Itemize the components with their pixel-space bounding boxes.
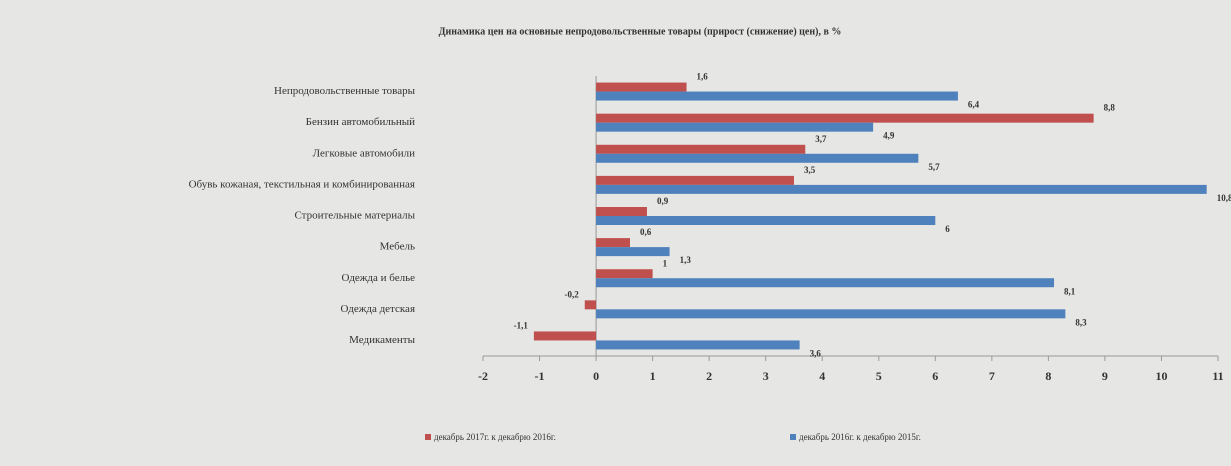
- value-label: 1: [663, 258, 668, 268]
- x-tick-label: 5: [876, 369, 882, 383]
- bar: [596, 122, 874, 132]
- x-tick-label: 9: [1102, 369, 1108, 383]
- category-label: Обувь кожаная, текстильная и комбинирова…: [189, 178, 415, 190]
- value-label: 1,6: [697, 72, 709, 82]
- value-label: 3,6: [810, 349, 822, 359]
- bar: [596, 144, 806, 154]
- value-label: 8,8: [1104, 103, 1116, 113]
- legend-swatch: [790, 434, 796, 440]
- category-label: Мебель: [380, 241, 415, 253]
- category-label: Строительные материалы: [294, 210, 415, 222]
- bar: [596, 340, 800, 350]
- value-label: 0,9: [657, 196, 669, 206]
- bar: [596, 153, 919, 163]
- bar: [596, 175, 794, 185]
- value-label: 6,4: [968, 100, 980, 110]
- bar: [596, 113, 1094, 123]
- bar: [596, 216, 936, 225]
- category-label: Непродовольственные товары: [274, 85, 416, 97]
- category-label: Одежда детская: [340, 303, 415, 315]
- category-label: Одежда и белье: [342, 272, 416, 284]
- value-label: -0,2: [565, 289, 580, 299]
- x-tick-label: -2: [478, 369, 488, 383]
- bar: [596, 238, 630, 248]
- legend-label: декабрь 2017г. к декабрю 2016г.: [434, 432, 556, 442]
- x-tick-label: 3: [763, 369, 769, 383]
- category-label: Медикаменты: [349, 334, 415, 346]
- x-tick-label: 11: [1212, 369, 1223, 383]
- bar: [596, 91, 958, 101]
- value-label: 0,6: [640, 227, 652, 237]
- x-tick-label: 0: [593, 369, 599, 383]
- x-tick-label: -1: [535, 369, 545, 383]
- value-label: 6: [945, 224, 950, 234]
- value-label: -1,1: [514, 321, 529, 331]
- value-label: 8,1: [1064, 286, 1076, 296]
- x-tick-label: 6: [932, 369, 938, 383]
- bar: [596, 247, 670, 257]
- bar: [596, 309, 1066, 319]
- value-label: 5,7: [928, 162, 940, 172]
- category-label: Бензин автомобильный: [306, 116, 415, 128]
- bar: [596, 184, 1207, 194]
- x-tick-label: 4: [819, 369, 825, 383]
- value-label: 10,8: [1217, 193, 1231, 203]
- x-tick-label: 1: [650, 369, 656, 383]
- x-tick-label: 8: [1045, 369, 1051, 383]
- legend-label: декабрь 2016г. к декабрю 2015г.: [799, 432, 921, 442]
- bar: [596, 82, 687, 92]
- value-label: 1,3: [680, 255, 692, 265]
- bar: [596, 278, 1055, 288]
- bar: [584, 300, 597, 310]
- category-label: Легковые автомобили: [313, 147, 415, 159]
- legend-swatch: [425, 434, 431, 440]
- value-label: 4,9: [883, 131, 895, 141]
- value-label: 8,3: [1075, 317, 1087, 327]
- chart-title: Динамика цен на основные непродовольстве…: [439, 26, 842, 37]
- x-tick-label: 2: [706, 369, 712, 383]
- bar: [533, 331, 597, 341]
- value-label: 3,7: [815, 134, 827, 144]
- value-label: 3,5: [804, 165, 816, 175]
- bar: [596, 207, 647, 216]
- x-tick-label: 7: [989, 369, 995, 383]
- x-tick-label: 10: [1155, 369, 1167, 383]
- bar: [596, 269, 653, 279]
